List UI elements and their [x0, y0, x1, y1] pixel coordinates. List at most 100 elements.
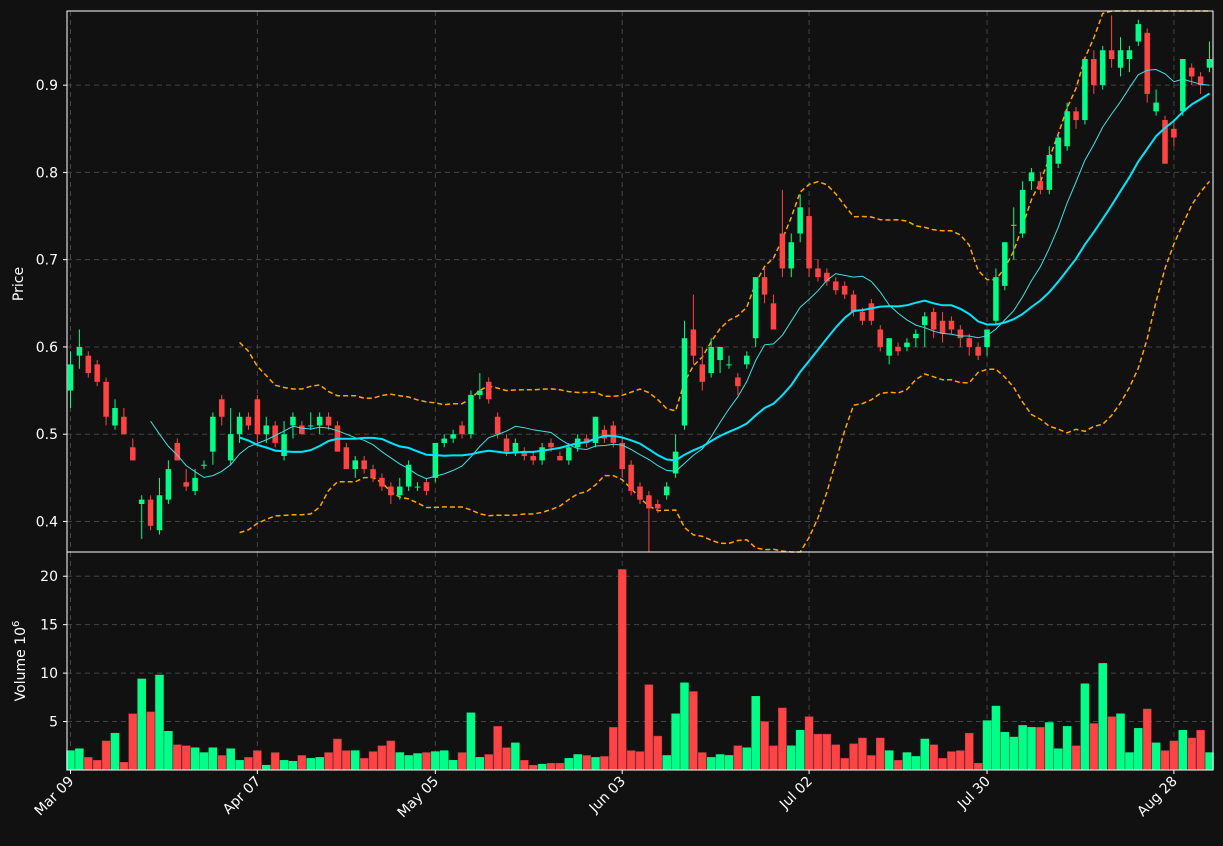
- candle-down: [361, 456, 367, 474]
- candle-down: [530, 451, 536, 465]
- volume-bar-down: [653, 735, 663, 771]
- candle-body: [717, 346, 723, 361]
- candle-body: [993, 277, 999, 321]
- candle-body: [174, 442, 181, 461]
- candle-body: [752, 277, 759, 339]
- candle-body: [201, 464, 207, 466]
- price-tick-label: 0.4: [36, 514, 58, 530]
- candle-down: [103, 377, 109, 426]
- candle-body: [735, 377, 741, 387]
- candle-down: [655, 499, 661, 513]
- volume-bar-down: [84, 757, 93, 771]
- long-moving-average-line: [239, 92, 1211, 462]
- candle-body: [450, 434, 456, 439]
- candle-body: [841, 285, 848, 295]
- volume-bar-up: [920, 738, 930, 771]
- candle-body: [414, 486, 421, 488]
- candle-body: [316, 416, 323, 426]
- candle-down: [833, 277, 839, 295]
- volume-bar-up: [279, 760, 289, 771]
- candle-up: [984, 329, 990, 356]
- volume-bar-up: [235, 760, 244, 771]
- volume-bar-up: [1151, 742, 1161, 771]
- candle-body: [485, 381, 492, 400]
- candle-body: [530, 456, 536, 461]
- candle-down: [948, 316, 955, 334]
- volume-bar-up: [787, 745, 796, 771]
- candle-body: [165, 469, 172, 500]
- volume-bar-up: [306, 758, 316, 771]
- candle-up: [156, 477, 163, 535]
- candle-up: [788, 233, 795, 278]
- volume-bar-up: [439, 750, 449, 771]
- candle-body: [441, 438, 447, 443]
- candle-body: [610, 425, 617, 443]
- volume-bar-up: [1098, 663, 1107, 771]
- candle-body: [628, 464, 634, 491]
- price-candles: [67, 15, 1213, 552]
- volume-bar-down: [297, 755, 307, 771]
- candle-body: [921, 316, 928, 326]
- candle-down: [761, 268, 768, 304]
- volume-y-axis-ticks: 5 10 15 20: [40, 569, 67, 731]
- candle-up: [1126, 45, 1133, 73]
- candle-up: [1082, 58, 1088, 125]
- candle-body: [548, 442, 554, 448]
- candle-body: [432, 442, 439, 478]
- candle-down: [343, 442, 350, 470]
- volume-bar-up: [413, 753, 422, 771]
- volume-axis-label-text: Volume: [13, 649, 29, 701]
- candle-body: [121, 416, 127, 435]
- candle-up: [913, 329, 919, 347]
- volume-bar-down: [893, 760, 903, 771]
- candle-body: [1162, 120, 1168, 164]
- volume-bar-up: [671, 713, 680, 771]
- candle-body: [325, 416, 332, 426]
- candle-up: [708, 338, 714, 378]
- candle-down: [877, 325, 884, 352]
- candle-body: [1073, 111, 1079, 121]
- volume-panel-frame: [66, 551, 1214, 771]
- candle-up: [744, 351, 750, 369]
- candle-down: [1108, 15, 1115, 68]
- volume-bar-up: [1009, 736, 1018, 771]
- volume-bar-up: [155, 674, 164, 771]
- candle-body: [1037, 181, 1044, 190]
- candle-down: [646, 490, 652, 552]
- candle-body: [619, 442, 625, 470]
- candle-body: [557, 456, 563, 461]
- candle-body: [1028, 172, 1035, 182]
- volume-bar-down: [146, 711, 155, 771]
- candle-body: [663, 486, 670, 496]
- candle-up: [1153, 89, 1159, 116]
- candle-body: [1180, 58, 1186, 112]
- volume-bar-down: [342, 750, 351, 771]
- volume-tick-label: 20: [40, 569, 58, 585]
- candle-body: [930, 312, 937, 330]
- candle-down: [735, 373, 741, 395]
- candle-up: [352, 456, 359, 478]
- candle-down: [388, 482, 394, 505]
- volume-bar-down: [938, 758, 947, 771]
- candle-body: [76, 346, 83, 356]
- candle-body: [904, 342, 910, 347]
- candle-up: [307, 412, 314, 430]
- candle-down: [824, 268, 830, 286]
- candle-up: [468, 390, 474, 439]
- candle-down: [770, 294, 777, 330]
- candle-up: [1028, 168, 1035, 190]
- candle-up: [921, 312, 928, 347]
- volume-bar-down: [546, 762, 556, 771]
- candle-up: [405, 460, 412, 491]
- candle-body: [566, 447, 572, 461]
- candle-down: [245, 412, 252, 430]
- candle-body: [183, 482, 189, 487]
- volume-bar-down: [555, 762, 565, 771]
- candle-body: [494, 416, 501, 435]
- candle-up: [450, 429, 456, 443]
- candle-body: [672, 451, 679, 474]
- candle-body: [815, 268, 821, 278]
- price-tick-label: 0.5: [36, 427, 58, 443]
- candle-up: [477, 373, 483, 400]
- volume-bar-up: [795, 730, 805, 771]
